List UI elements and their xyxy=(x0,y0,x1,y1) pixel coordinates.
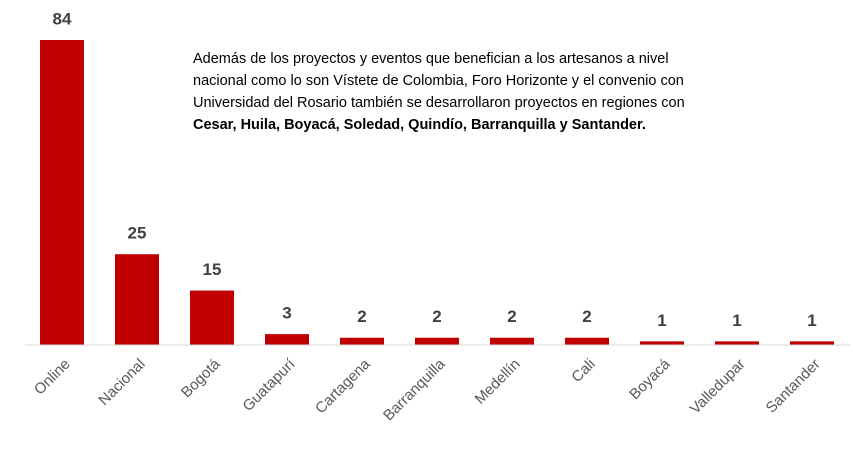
x-tick-label: Barranquilla xyxy=(380,355,449,424)
x-tick-label: Guatapurí xyxy=(239,355,299,415)
x-tick-label: Bogotá xyxy=(178,355,224,401)
x-tick-label: Cali xyxy=(568,356,598,386)
value-label: 3 xyxy=(282,304,291,323)
value-label: 2 xyxy=(582,307,591,326)
bar xyxy=(715,341,759,345)
bar xyxy=(340,337,384,345)
x-tick-label: Medellín xyxy=(472,356,524,408)
x-tick-label: Nacional xyxy=(95,356,148,409)
annotation-line: Universidad del Rosario también se desar… xyxy=(193,95,685,111)
value-label: 2 xyxy=(507,307,516,326)
value-label: 2 xyxy=(357,307,366,326)
value-label: 25 xyxy=(128,224,147,243)
x-tick-label: Boyacá xyxy=(626,355,674,403)
bar xyxy=(40,40,84,345)
value-label: 2 xyxy=(432,307,441,326)
bar xyxy=(265,334,309,345)
annotation-bold: Cesar, Huila, Boyacá, Soledad, Quindío, … xyxy=(193,117,646,133)
x-tick-label: Online xyxy=(31,356,74,399)
bar xyxy=(415,337,459,345)
value-label: 1 xyxy=(807,311,816,330)
x-tick-label: Valledupar xyxy=(687,356,749,418)
bar xyxy=(790,341,834,345)
bar xyxy=(190,290,234,345)
annotation-line: nacional como lo son Vístete de Colombia… xyxy=(193,73,684,89)
value-label: 1 xyxy=(732,311,741,330)
value-label: 84 xyxy=(53,9,72,28)
value-label: 1 xyxy=(657,311,666,330)
x-tick-label: Cartagena xyxy=(312,355,374,417)
bar xyxy=(640,341,684,345)
value-label: 15 xyxy=(203,260,222,279)
bar xyxy=(115,254,159,345)
bar xyxy=(490,337,534,345)
x-tick-label: Santander xyxy=(763,356,824,417)
bar xyxy=(565,337,609,345)
annotation-line: Además de los proyectos y eventos que be… xyxy=(193,51,669,67)
